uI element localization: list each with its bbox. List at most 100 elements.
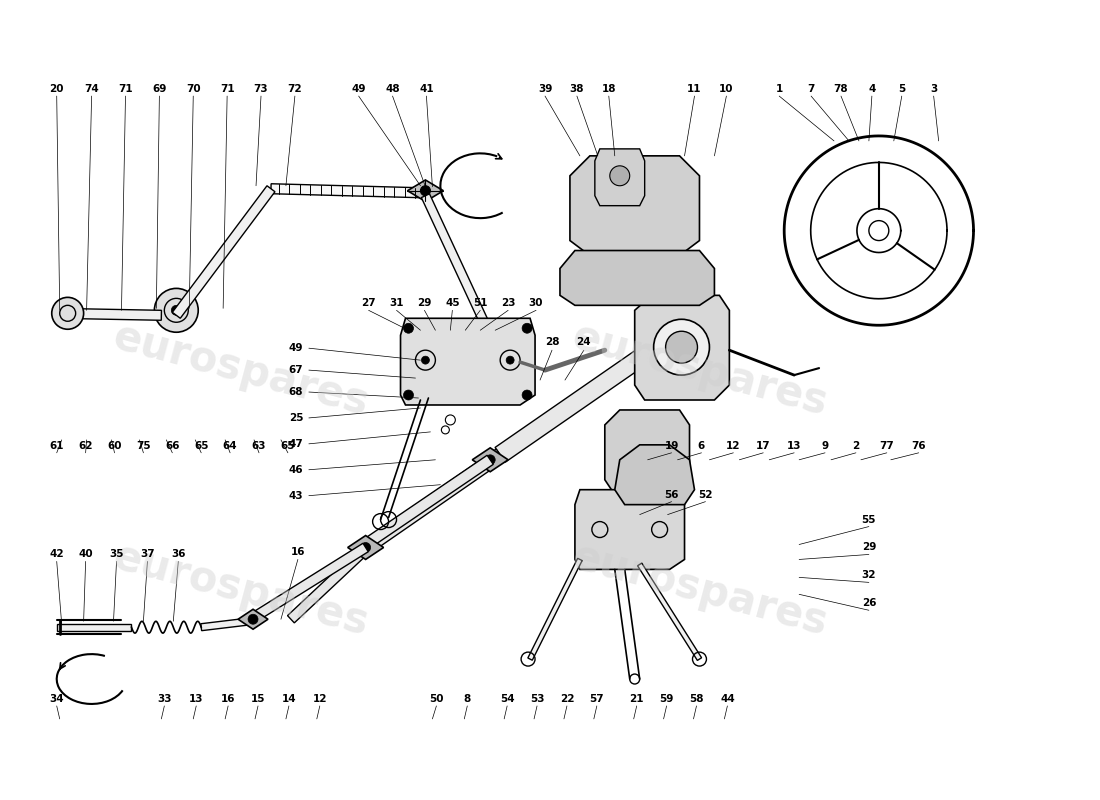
Polygon shape: [57, 624, 132, 630]
Polygon shape: [575, 490, 684, 570]
Polygon shape: [560, 250, 714, 306]
Text: 52: 52: [698, 490, 713, 500]
Circle shape: [249, 614, 258, 624]
Text: 36: 36: [170, 550, 186, 559]
Text: 13: 13: [189, 694, 204, 704]
Circle shape: [446, 415, 455, 425]
Text: 6: 6: [697, 441, 705, 451]
Text: 63: 63: [252, 441, 266, 451]
Polygon shape: [287, 541, 374, 623]
Text: 10: 10: [719, 84, 734, 94]
Circle shape: [869, 221, 889, 241]
Polygon shape: [271, 184, 420, 198]
Circle shape: [506, 356, 514, 364]
Text: 46: 46: [288, 465, 304, 474]
Text: 27: 27: [361, 298, 376, 308]
Text: 1: 1: [776, 84, 783, 94]
Text: 40: 40: [78, 550, 92, 559]
Text: 58: 58: [690, 694, 704, 704]
Text: 48: 48: [385, 84, 400, 94]
Text: 65: 65: [280, 441, 295, 451]
Text: 59: 59: [659, 694, 674, 704]
Polygon shape: [366, 449, 504, 550]
Text: 2: 2: [852, 441, 859, 451]
Polygon shape: [238, 610, 268, 630]
Text: 8: 8: [464, 694, 471, 704]
Circle shape: [522, 323, 532, 334]
Text: 34: 34: [50, 694, 64, 704]
Circle shape: [522, 390, 532, 400]
Text: 33: 33: [157, 694, 172, 704]
Text: 12: 12: [726, 441, 740, 451]
Text: 57: 57: [590, 694, 604, 704]
Text: 30: 30: [529, 298, 543, 308]
Text: 31: 31: [389, 298, 404, 308]
Text: 69: 69: [152, 84, 166, 94]
Text: 29: 29: [861, 542, 876, 553]
Text: 64: 64: [223, 441, 238, 451]
Text: 73: 73: [254, 84, 268, 94]
Text: 67: 67: [288, 365, 304, 375]
Text: 76: 76: [912, 441, 926, 451]
Polygon shape: [56, 308, 162, 320]
Text: 42: 42: [50, 550, 64, 559]
Circle shape: [404, 323, 414, 334]
Circle shape: [52, 298, 84, 330]
Text: 71: 71: [118, 84, 133, 94]
Text: 49: 49: [288, 343, 304, 353]
Circle shape: [404, 390, 414, 400]
Text: 16: 16: [221, 694, 235, 704]
Text: 72: 72: [287, 84, 303, 94]
Text: 77: 77: [880, 441, 894, 451]
Text: 28: 28: [544, 338, 559, 347]
Text: 71: 71: [220, 84, 234, 94]
Text: 32: 32: [861, 570, 876, 580]
Text: 41: 41: [419, 84, 433, 94]
Text: 56: 56: [664, 490, 679, 500]
Polygon shape: [400, 318, 535, 405]
Polygon shape: [615, 445, 694, 505]
Text: 50: 50: [429, 694, 443, 704]
Text: eurospares: eurospares: [566, 535, 832, 644]
Text: 5: 5: [898, 84, 905, 94]
Polygon shape: [421, 194, 494, 337]
Text: eurospares: eurospares: [109, 535, 374, 644]
Text: 21: 21: [629, 694, 644, 704]
Circle shape: [154, 288, 198, 332]
Text: 25: 25: [288, 413, 304, 423]
Text: 26: 26: [861, 598, 876, 608]
Polygon shape: [249, 543, 368, 623]
Text: eurospares: eurospares: [109, 316, 374, 425]
Text: 3: 3: [930, 84, 937, 94]
Text: 61: 61: [50, 441, 64, 451]
Text: 60: 60: [108, 441, 122, 451]
Text: 9: 9: [822, 441, 828, 451]
Polygon shape: [605, 410, 690, 494]
Text: 11: 11: [688, 84, 702, 94]
Circle shape: [485, 455, 495, 465]
Text: 43: 43: [288, 490, 304, 501]
Circle shape: [361, 542, 371, 553]
Text: 74: 74: [85, 84, 99, 94]
Circle shape: [421, 356, 429, 364]
Text: 65: 65: [194, 441, 209, 451]
Text: 13: 13: [786, 441, 802, 451]
Text: 35: 35: [109, 550, 124, 559]
Text: 29: 29: [417, 298, 431, 308]
Circle shape: [653, 319, 710, 375]
Text: 20: 20: [50, 84, 64, 94]
Text: 68: 68: [288, 387, 304, 397]
Polygon shape: [570, 156, 700, 255]
Text: 78: 78: [834, 84, 848, 94]
Text: 66: 66: [165, 441, 179, 451]
Polygon shape: [472, 448, 508, 472]
Text: 16: 16: [290, 547, 305, 558]
Text: 14: 14: [282, 694, 296, 704]
Polygon shape: [407, 180, 443, 202]
Text: 22: 22: [560, 694, 574, 704]
Text: 39: 39: [538, 84, 552, 94]
Polygon shape: [638, 563, 702, 661]
Text: 19: 19: [664, 441, 679, 451]
Circle shape: [666, 331, 697, 363]
Text: 55: 55: [861, 514, 876, 525]
